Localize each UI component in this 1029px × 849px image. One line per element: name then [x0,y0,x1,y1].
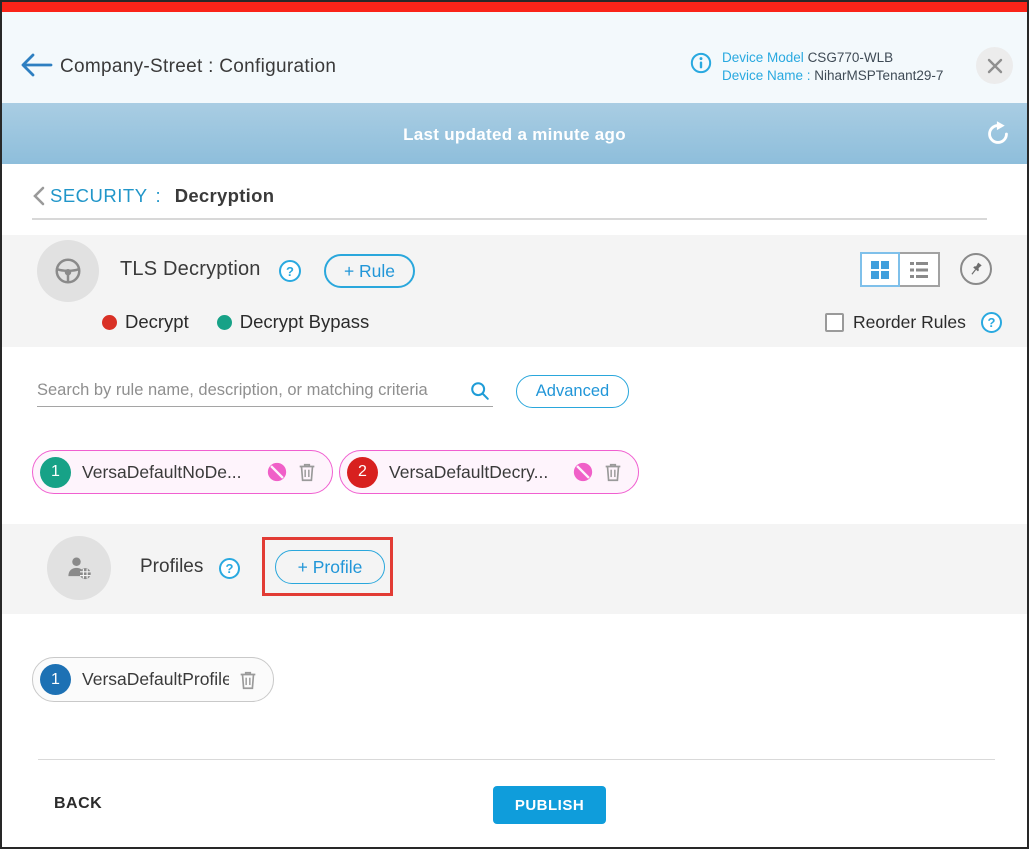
add-profile-button[interactable]: + Profile [275,550,385,584]
profiles-band [2,524,1027,614]
profiles-help-icon[interactable]: ? [219,558,240,579]
footer-divider [38,759,995,760]
decrypt-bypass-label: Decrypt Bypass [239,311,370,332]
decrypt-dot [102,314,117,330]
reorder-rules: Reorder Rules [825,312,966,333]
page-title: Company-Street : Configuration [60,56,337,77]
reorder-rules-checkbox[interactable] [825,313,844,332]
search-bar [37,376,493,407]
rule-index-badge: 2 [347,456,378,488]
device-name-label: Device Name : [722,68,811,83]
grid-view-button[interactable] [860,252,900,287]
grid-view-icon [871,260,889,279]
decrypt-label: Decrypt [125,311,189,332]
back-button[interactable]: BACK [54,795,103,812]
publish-button[interactable]: PUBLISH [493,786,606,824]
status-bar: Last updated a minute ago [2,103,1027,164]
chevron-left-icon [33,186,45,206]
profile-name: VersaDefaultProfile [82,669,229,689]
annotation-highlight-rect [262,537,393,596]
rule-index-badge: 1 [40,456,71,488]
rule-legend: Decrypt Decrypt Bypass [102,311,369,333]
device-info: Device Model CSG770-WLB Device Name : Ni… [722,49,943,85]
device-model-label: Device Model [722,50,804,65]
tls-section-title: TLS Decryption [120,258,261,280]
disable-rule-icon[interactable] [266,461,288,483]
search-icon[interactable] [469,380,491,402]
pin-button[interactable] [960,253,992,285]
info-icon[interactable] [690,52,712,74]
profiles-section-avatar [47,536,111,600]
divider [32,218,987,220]
disable-rule-icon[interactable] [572,461,594,483]
breadcrumb-separator: : [155,185,161,206]
tls-section-avatar [37,240,99,302]
delete-profile-icon[interactable] [237,669,259,691]
view-toggle-group [860,252,940,287]
close-icon [987,58,1002,73]
profile-chip[interactable]: 1 VersaDefaultProfile [32,657,274,702]
rule-chip[interactable]: 2 VersaDefaultDecry... [339,450,639,494]
list-view-icon [910,261,928,278]
back-arrow-icon[interactable] [20,52,54,78]
breadcrumb-security-link[interactable]: SECURITY [50,185,148,206]
steering-wheel-icon [55,258,81,284]
add-rule-button[interactable]: + Rule [324,254,415,288]
rule-name: VersaDefaultNoDe... [82,461,242,482]
tls-help-icon[interactable]: ? [279,260,301,282]
breadcrumb-page: Decryption [174,185,275,206]
delete-rule-icon[interactable] [602,461,624,483]
refresh-icon[interactable] [985,121,1011,147]
advanced-search-button[interactable]: Advanced [516,375,629,408]
tls-decryption-band [2,235,1027,347]
top-red-bar [2,2,1027,12]
reorder-help-icon[interactable]: ? [981,312,1002,333]
delete-rule-icon[interactable] [296,461,318,483]
last-updated-text: Last updated a minute ago [403,125,626,144]
close-button[interactable] [976,47,1013,84]
device-name-value: NiharMSPTenant29-7 [814,68,944,83]
list-view-button[interactable] [900,252,940,287]
pushpin-icon [971,262,982,275]
reorder-rules-label: Reorder Rules [853,312,966,332]
rule-chip[interactable]: 1 VersaDefaultNoDe... [32,450,333,494]
breadcrumb: SECURITY : Decryption [32,185,274,207]
decrypt-bypass-dot [216,314,232,330]
user-globe-icon [68,557,91,580]
profiles-section-title: Profiles [140,556,204,577]
profile-index-badge: 1 [40,664,71,695]
rule-name: VersaDefaultDecry... [389,461,549,482]
device-model-value: CSG770-WLB [807,50,894,65]
header: Company-Street : Configuration Device Mo… [2,12,1027,103]
search-input[interactable] [37,376,457,404]
